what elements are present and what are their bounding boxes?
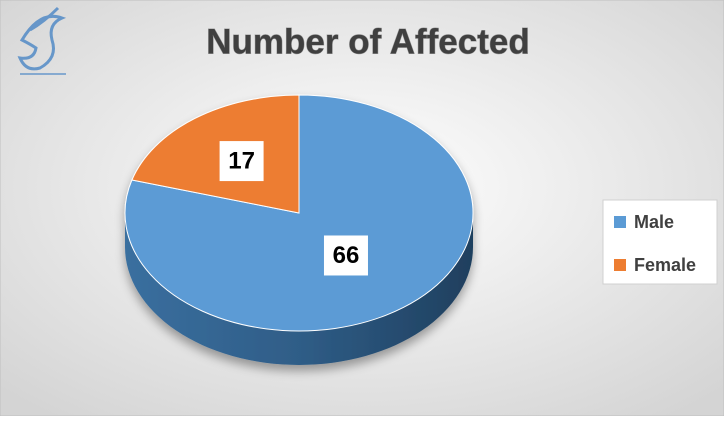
data-label-box	[219, 141, 264, 182]
legend-swatch	[614, 259, 626, 271]
legend-label: Female	[634, 255, 696, 275]
pie-side	[125, 213, 473, 365]
data-label: 17	[228, 147, 255, 174]
data-label-box	[323, 235, 368, 276]
legend-label: Male	[634, 212, 674, 232]
chart-title: Number of Affected	[206, 22, 529, 61]
legend-swatch	[614, 216, 626, 228]
pie	[124, 94, 474, 365]
logo	[17, 6, 67, 75]
data-label: 66	[333, 242, 360, 269]
pie-slice	[131, 94, 300, 214]
